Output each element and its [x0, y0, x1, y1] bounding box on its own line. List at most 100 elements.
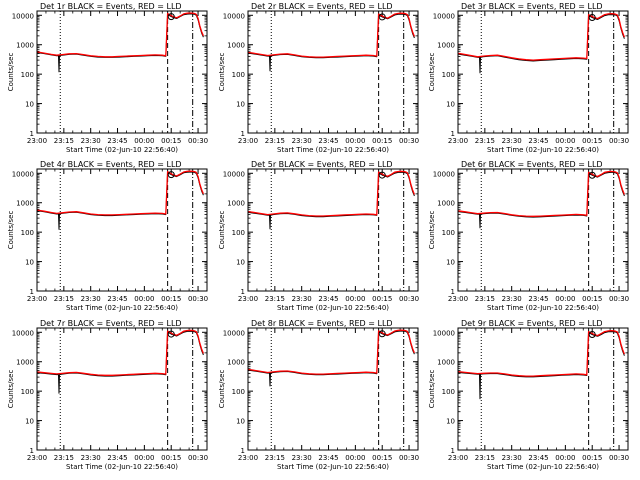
y-axis-label: Counts/sec	[428, 53, 436, 92]
plot-frame	[247, 327, 419, 451]
x-tick-label: 23:45	[528, 137, 548, 145]
x-axis-label: Start Time (02-Jun-10 22:56:40)	[277, 463, 389, 471]
y-axis-label: Counts/sec	[7, 211, 15, 250]
x-tick-label: 23:30	[292, 454, 312, 462]
y-axis-label: Counts/sec	[7, 53, 15, 92]
series-line-events	[458, 171, 625, 229]
x-tick-label: 00:15	[161, 454, 181, 462]
series-line-lld	[458, 329, 626, 377]
x-tick-label: 23:45	[107, 137, 127, 145]
y-tick-label: 10000	[433, 329, 455, 337]
series-group	[248, 329, 415, 387]
plot-frame	[457, 10, 629, 134]
y-tick-label: 1	[451, 447, 455, 455]
y-tick-label: 1	[30, 288, 34, 296]
y-tick-label: 1000	[227, 359, 245, 367]
x-tick-label: 23:15	[54, 454, 74, 462]
x-tick-label: 23:15	[475, 137, 495, 145]
x-tick-label: 00:00	[134, 295, 154, 303]
x-tick-label: 23:45	[318, 137, 338, 145]
series-group	[458, 329, 626, 400]
x-tick-label: 23:45	[528, 295, 548, 303]
x-tick-label: 00:15	[372, 137, 392, 145]
x-tick-label: 23:30	[81, 454, 101, 462]
y-tick-label: 100	[232, 388, 245, 396]
x-tick-label: 23:15	[475, 295, 495, 303]
y-axis-label: Counts/sec	[218, 53, 226, 92]
data-point-marker	[167, 13, 175, 21]
y-tick-label: 1000	[437, 359, 455, 367]
y-axis-label: Counts/sec	[7, 370, 15, 409]
y-tick-label: 10	[446, 101, 455, 109]
plot-frame	[36, 168, 208, 292]
x-axis-label: Start Time (02-Jun-10 22:56:40)	[487, 304, 599, 312]
y-tick-label: 1000	[16, 42, 34, 50]
y-tick-label: 1	[451, 130, 455, 138]
y-tick-label: 1	[30, 130, 34, 138]
x-tick-label: 23:45	[107, 454, 127, 462]
y-tick-label: 1	[241, 288, 245, 296]
x-tick-label: 00:30	[609, 454, 629, 462]
y-tick-label: 100	[21, 229, 34, 237]
y-tick-label: 10	[446, 418, 455, 426]
plot-frame	[247, 168, 419, 292]
y-tick-label: 1000	[16, 200, 34, 208]
plot-frame	[36, 10, 208, 134]
panel-title: Det 9r BLACK = Events, RED = LLD	[461, 319, 603, 328]
x-tick-label: 00:15	[161, 137, 181, 145]
x-tick-label: 00:30	[399, 137, 419, 145]
series-line-lld	[248, 12, 416, 58]
x-tick-label: 00:15	[372, 295, 392, 303]
series-line-lld	[37, 170, 204, 216]
x-tick-label: 23:00	[27, 137, 47, 145]
y-tick-label: 100	[442, 229, 455, 237]
series-line-events	[37, 330, 204, 394]
y-tick-label: 10000	[433, 170, 455, 178]
panel-title: Det 6r BLACK = Events, RED = LLD	[461, 160, 603, 169]
x-tick-label: 23:15	[265, 137, 285, 145]
y-tick-label: 10000	[12, 329, 34, 337]
x-tick-label: 00:00	[134, 454, 154, 462]
panel-det-1: Det 1r BLACK = Events, RED = LLD Counts/s…	[7, 2, 208, 154]
data-point-marker	[167, 171, 175, 179]
panel-det-2: Det 2r BLACK = Events, RED = LLD Counts/s…	[218, 2, 419, 154]
series-line-events	[248, 330, 415, 387]
y-tick-label: 100	[442, 388, 455, 396]
panel-title: Det 3r BLACK = Events, RED = LLD	[461, 2, 603, 11]
x-tick-label: 23:15	[265, 454, 285, 462]
y-tick-label: 1	[30, 447, 34, 455]
x-tick-label: 23:00	[448, 137, 468, 145]
x-tick-label: 23:15	[265, 295, 285, 303]
series-line-events	[37, 13, 204, 73]
y-tick-label: 10	[236, 418, 245, 426]
y-tick-label: 1000	[227, 42, 245, 50]
x-tick-label: 00:30	[399, 454, 419, 462]
x-tick-label: 00:30	[609, 137, 629, 145]
panel-title: Det 1r BLACK = Events, RED = LLD	[40, 2, 182, 11]
x-tick-label: 23:00	[448, 454, 468, 462]
series-group	[248, 12, 416, 72]
y-tick-label: 100	[21, 71, 34, 79]
series-group	[37, 170, 204, 230]
x-tick-label: 23:30	[81, 295, 101, 303]
x-axis-label: Start Time (02-Jun-10 22:56:40)	[66, 463, 178, 471]
data-point-marker	[588, 14, 596, 22]
panel-title: Det 2r BLACK = Events, RED = LLD	[251, 2, 393, 11]
y-tick-label: 10	[236, 259, 245, 267]
x-tick-label: 23:00	[238, 137, 258, 145]
x-axis-label: Start Time (02-Jun-10 22:56:40)	[66, 146, 178, 154]
x-axis-label: Start Time (02-Jun-10 22:56:40)	[277, 304, 389, 312]
y-tick-label: 1	[241, 447, 245, 455]
y-tick-label: 100	[232, 71, 245, 79]
data-point-marker	[167, 330, 175, 338]
x-tick-label: 23:45	[107, 295, 127, 303]
y-tick-label: 1000	[437, 200, 455, 208]
series-line-events	[37, 171, 204, 230]
y-tick-label: 10000	[223, 12, 245, 20]
x-tick-label: 00:15	[161, 295, 181, 303]
x-tick-label: 00:30	[188, 454, 208, 462]
x-tick-label: 23:00	[27, 454, 47, 462]
x-tick-label: 00:00	[345, 137, 365, 145]
plot-frame	[457, 327, 629, 451]
